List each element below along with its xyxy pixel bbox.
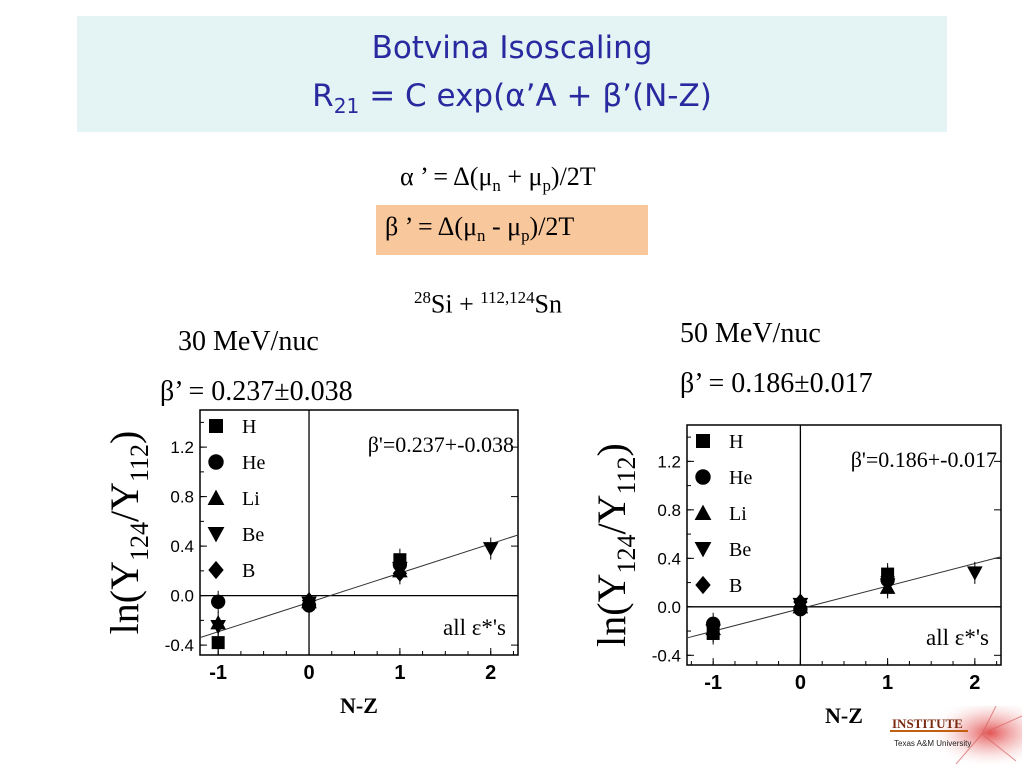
x-tick-label: 0	[303, 662, 314, 684]
legend-marker-li	[207, 489, 225, 505]
y-tick-label: -0.4	[165, 636, 194, 655]
legend-marker-he	[208, 454, 224, 470]
legend-label: Li	[729, 503, 747, 525]
legend-label: He	[242, 452, 265, 474]
legend-marker-h	[696, 434, 710, 448]
beta-annotation: β'=0.237+-0.038	[368, 432, 514, 457]
right-isoscaling-chart: -1 0 1 2 -0.4 0.0 0.4 0.8 1.2 H He Li Be Bβ'=0.186+-0…	[589, 424, 1002, 728]
title-banner: Botvina Isoscaling R21 = C exp(α’A + β’(…	[77, 16, 947, 132]
fit-line	[686, 556, 1002, 639]
beta-equation-highlight	[376, 205, 648, 255]
left-energy-label: 30 MeV/nuc	[178, 326, 319, 357]
slide-title: Botvina Isoscaling	[371, 30, 653, 66]
legend-marker-be	[694, 542, 712, 558]
legend-marker-be	[207, 527, 225, 543]
legend-label: B	[729, 575, 742, 597]
legend-label: Be	[729, 539, 751, 561]
y-tick-label: -0.4	[652, 646, 681, 665]
legend-label: Be	[242, 524, 264, 546]
fit-line	[199, 534, 519, 639]
energy-note: all ε*'s	[443, 615, 506, 640]
logo-text: INSTITUTE	[892, 716, 963, 731]
logo-subtext: Texas A&M University	[894, 739, 971, 748]
x-axis-label: N-Z	[825, 703, 863, 728]
y-axis-label: ln(Y124/Y112)	[589, 443, 641, 647]
y-tick-label: 0.8	[657, 501, 681, 520]
y-tick-label: 0.0	[657, 598, 681, 617]
energy-note: all ε*'s	[926, 625, 989, 650]
x-tick-label: -1	[704, 672, 722, 694]
y-tick-label: 1.2	[657, 452, 681, 471]
x-tick-label: 1	[394, 662, 405, 684]
y-tick-label: 0.0	[170, 587, 194, 606]
legend-label: He	[729, 467, 752, 489]
y-axis-label: ln(Y124/Y112)	[102, 431, 154, 635]
legend-label: H	[242, 416, 256, 438]
beta-equation: β ’ = Δ(μn - μp)/2T	[385, 212, 575, 246]
legend-label: H	[729, 431, 743, 453]
right-beta-label: β’ = 0.186±0.017	[680, 368, 873, 399]
institute-logo: INSTITUTE Texas A&M University	[890, 706, 1022, 766]
x-axis-label: N-Z	[340, 693, 378, 718]
x-tick-label: 1	[882, 672, 893, 694]
legend-label: B	[242, 560, 255, 582]
left-beta-label: β’ = 0.237±0.038	[160, 376, 353, 407]
plot-frame	[199, 409, 519, 656]
legend-marker-he	[695, 469, 711, 485]
legend-label: Li	[242, 488, 260, 510]
legend-marker-b	[695, 575, 711, 595]
reaction-label: 28Si + 112,124Sn	[414, 288, 562, 319]
x-tick-label: -1	[209, 662, 227, 684]
legend-marker-li	[694, 504, 712, 520]
beta-annotation: β'=0.186+-0.017	[851, 447, 997, 472]
y-tick-label: 1.2	[170, 438, 194, 457]
y-tick-label: 0.4	[170, 537, 194, 556]
left-isoscaling-chart: -1 0 1 2 -0.4 0.0 0.4 0.8 1.2 H He Li Be Bβ'=0.237+-0…	[102, 409, 519, 718]
legend-marker-h	[209, 419, 223, 433]
alpha-equation: α ’ = Δ(μn + μp)/2T	[400, 162, 596, 196]
y-tick-label: 0.4	[657, 549, 681, 568]
y-tick-label: 0.8	[170, 488, 194, 507]
x-tick-label: 0	[795, 672, 806, 694]
x-tick-label: 2	[485, 662, 496, 684]
slide-formula: R21 = C exp(α’A + β’(N-Z)	[312, 78, 712, 119]
legend-marker-b	[208, 560, 224, 580]
x-tick-label: 2	[969, 672, 980, 694]
right-energy-label: 50 MeV/nuc	[680, 318, 821, 349]
